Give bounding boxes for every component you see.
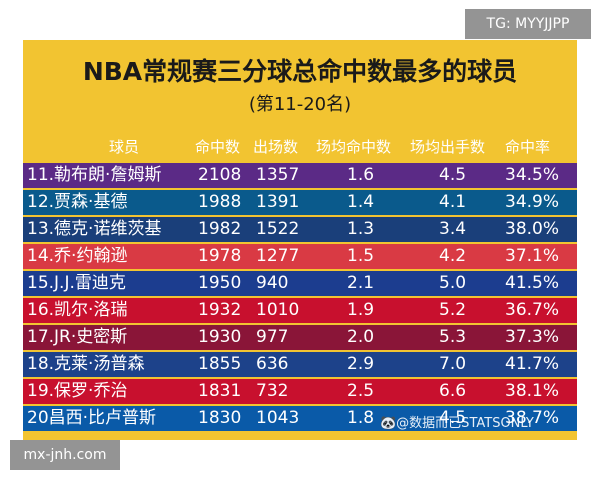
cell-games: 732 (256, 381, 289, 401)
cell-made: 1831 (198, 381, 242, 401)
cell-pct: 34.9% (505, 192, 560, 212)
cell-player: 14.乔·约翰逊 (27, 246, 128, 266)
cell-per-game: 1.6 (347, 165, 375, 185)
cell-per-game: 2.1 (347, 273, 375, 293)
cell-made: 1988 (198, 192, 242, 212)
table-row: 17.JR·史密斯 1930 977 2.0 5.3 37.3% (23, 325, 577, 350)
table-row: 11.勒布朗·詹姆斯 2108 1357 1.6 4.5 34.5% (23, 163, 577, 188)
watermark-text: 🐼@数据而已STATSONLY (380, 416, 534, 431)
header-attempts: 场均出手数 (410, 138, 486, 156)
cell-pct: 37.1% (505, 246, 560, 266)
cell-attempts: 4.1 (439, 192, 467, 212)
cell-player: 13.德克·诺维茨基 (27, 219, 162, 239)
cell-made: 1978 (198, 246, 242, 266)
cell-attempts: 6.6 (439, 381, 467, 401)
table-row: 20昌西·比卢普斯 1830 1043 1.8 4.5 38.7% (23, 406, 577, 431)
cell-player: 19.保罗·乔治 (27, 381, 128, 401)
table-header: 球员 命中数 出场数 场均命中数 场均出手数 命中率 (23, 134, 577, 158)
cell-player: 16.凯尔·洛瑞 (27, 300, 128, 320)
header-pct: 命中率 (505, 138, 551, 156)
cell-made: 1855 (198, 354, 242, 374)
cell-pct: 36.7% (505, 300, 560, 320)
cell-games: 940 (256, 273, 289, 293)
cell-made: 1982 (198, 219, 242, 239)
cell-per-game: 1.5 (347, 246, 375, 266)
header-made: 命中数 (195, 138, 241, 156)
cell-games: 1277 (256, 246, 300, 266)
cell-player: 11.勒布朗·詹姆斯 (27, 165, 162, 185)
cell-pct: 34.5% (505, 165, 560, 185)
cell-pct: 41.5% (505, 273, 560, 293)
cell-attempts: 4.5 (439, 165, 467, 185)
cell-pct: 38.7% (505, 408, 560, 428)
cell-player: 12.贾森·基德 (27, 192, 128, 212)
overlay-label-top: TG: MYYJJPP (465, 9, 591, 39)
header-per-game: 场均命中数 (316, 138, 392, 156)
cell-made: 1932 (198, 300, 242, 320)
cell-pct: 38.0% (505, 219, 560, 239)
cell-attempts: 5.3 (439, 327, 467, 347)
cell-attempts: 7.0 (439, 354, 467, 374)
cell-attempts: 4.5 (439, 408, 467, 428)
overlay-label-bottom: mx-jnh.com (10, 440, 120, 470)
header-games: 出场数 (253, 138, 299, 156)
cell-games: 1043 (256, 408, 300, 428)
table-row: 14.乔·约翰逊 1978 1277 1.5 4.2 37.1% (23, 244, 577, 269)
cell-games: 1391 (256, 192, 300, 212)
cell-player: 18.克莱·汤普森 (27, 354, 145, 374)
cell-player: 15.J.J.雷迪克 (27, 273, 126, 293)
stats-card: NBA常规赛三分球总命中数最多的球员 (第11-20名) 球员 命中数 出场数 … (23, 40, 577, 440)
cell-per-game: 1.9 (347, 300, 375, 320)
cell-per-game: 1.4 (347, 192, 375, 212)
cell-games: 636 (256, 354, 289, 374)
cell-made: 1830 (198, 408, 242, 428)
table-body: 11.勒布朗·詹姆斯 2108 1357 1.6 4.5 34.5% 12.贾森… (23, 163, 577, 433)
cell-player: 20昌西·比卢普斯 (27, 408, 157, 428)
cell-attempts: 5.0 (439, 273, 467, 293)
cell-per-game: 1.8 (347, 408, 375, 428)
cell-attempts: 4.2 (439, 246, 467, 266)
cell-games: 1522 (256, 219, 300, 239)
table-row: 19.保罗·乔治 1831 732 2.5 6.6 38.1% (23, 379, 577, 404)
cell-games: 1357 (256, 165, 300, 185)
page-title: NBA常规赛三分球总命中数最多的球员 (82, 57, 518, 86)
table-row: 12.贾森·基德 1988 1391 1.4 4.1 34.9% (23, 190, 577, 215)
cell-made: 1930 (198, 327, 242, 347)
cell-per-game: 1.3 (347, 219, 375, 239)
cell-per-game: 2.0 (347, 327, 375, 347)
cell-attempts: 5.2 (439, 300, 467, 320)
cell-made: 2108 (198, 165, 242, 185)
page-subtitle: (第11-20名) (248, 94, 352, 115)
table-row: 16.凯尔·洛瑞 1932 1010 1.9 5.2 36.7% (23, 298, 577, 323)
table-row: 15.J.J.雷迪克 1950 940 2.1 5.0 41.5% (23, 271, 577, 296)
cell-games: 977 (256, 327, 289, 347)
cell-pct: 37.3% (505, 327, 560, 347)
cell-per-game: 2.5 (347, 381, 375, 401)
cell-attempts: 3.4 (439, 219, 467, 239)
cell-pct: 41.7% (505, 354, 560, 374)
cell-pct: 38.1% (505, 381, 560, 401)
table-row: 13.德克·诺维茨基 1982 1522 1.3 3.4 38.0% (23, 217, 577, 242)
cell-per-game: 2.9 (347, 354, 375, 374)
header-player: 球员 (109, 138, 140, 156)
cell-games: 1010 (256, 300, 300, 320)
table-row: 18.克莱·汤普森 1855 636 2.9 7.0 41.7% (23, 352, 577, 377)
cell-made: 1950 (198, 273, 242, 293)
cell-player: 17.JR·史密斯 (27, 327, 128, 347)
